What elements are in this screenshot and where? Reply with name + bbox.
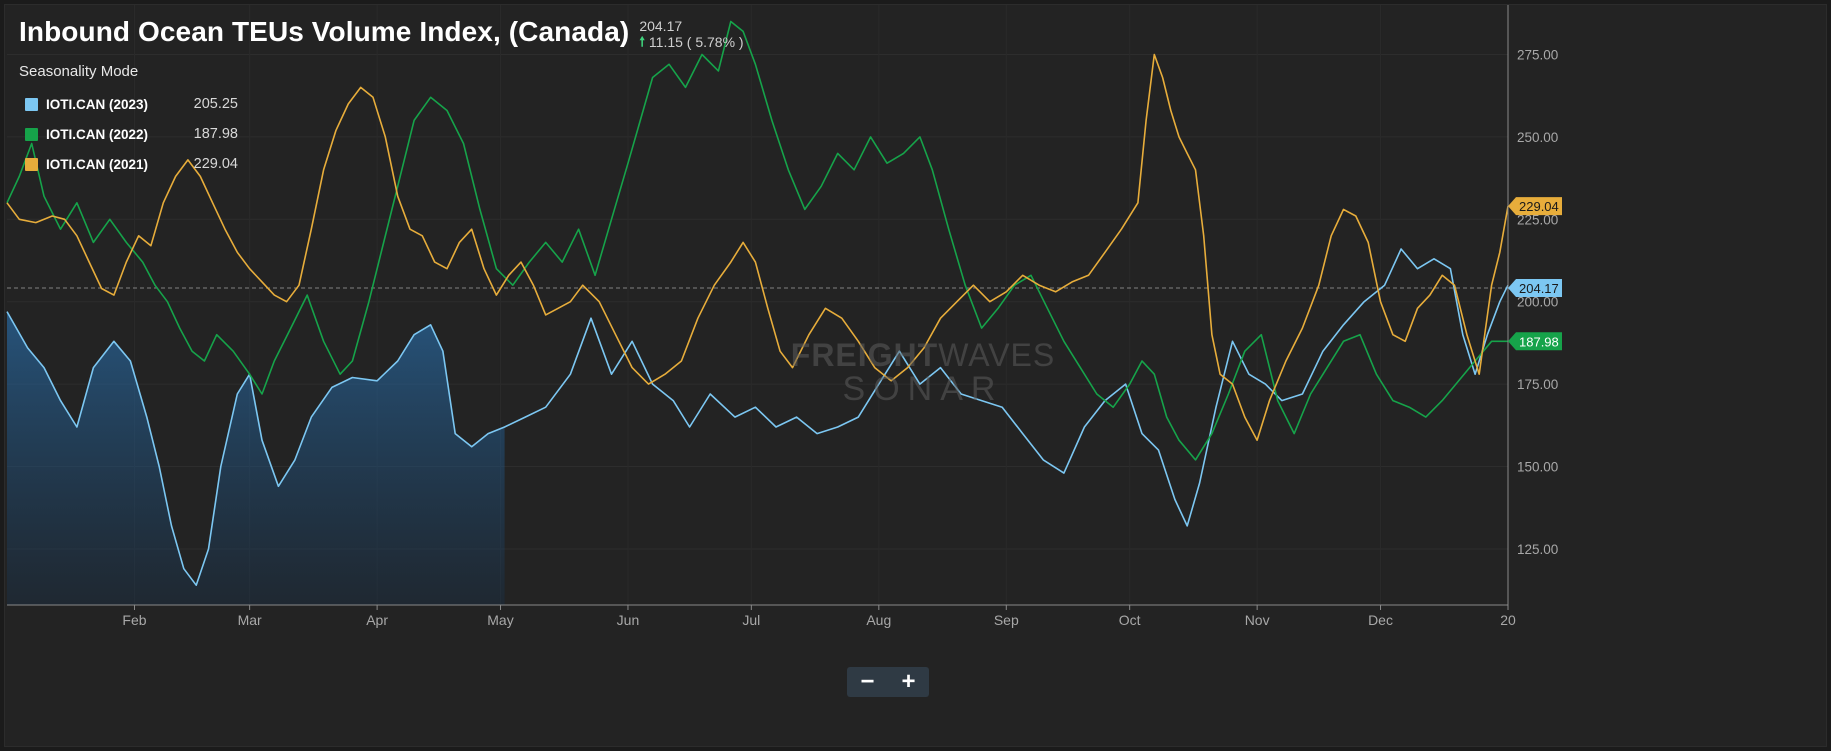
up-arrow-icon: 🠕	[639, 34, 645, 49]
legend-name-2023: IOTI.CAN (2023)	[46, 96, 149, 112]
end-label-2023: 204.17	[1508, 278, 1562, 297]
x-tick-label: Aug	[866, 612, 891, 628]
chart-title: Inbound Ocean TEUs Volume Index, (Canada…	[19, 16, 630, 47]
legend-swatch-2021	[25, 157, 38, 171]
series-line-2023[interactable]	[6, 248, 1509, 586]
y-tick-label: 125.00	[1517, 542, 1558, 557]
legend-swatch-2022	[25, 127, 38, 141]
last-value: 204.17	[639, 18, 683, 34]
legend: IOTI.CAN (2023) 205.25 IOTI.CAN (2022) 1…	[25, 89, 238, 179]
y-tick-label: 150.00	[1517, 460, 1558, 475]
y-tick-label: 275.00	[1517, 47, 1558, 62]
x-tick-label: Jun	[617, 612, 640, 628]
x-tick-label: Nov	[1245, 612, 1270, 628]
x-tick-label: Sep	[994, 612, 1019, 628]
legend-value-2023: 205.25	[193, 96, 238, 112]
y-tick-label: 250.00	[1517, 130, 1558, 145]
y-tick-label: 225.00	[1517, 212, 1558, 227]
chart-frame: 125.00 150.00 175.00 200.00 225.00 250.00 275.…	[4, 4, 1827, 747]
y-tick-label: 175.00	[1517, 377, 1558, 392]
legend-swatch-2023	[25, 97, 38, 111]
chart-header: Inbound Ocean TEUs Volume Index, (Canada…	[19, 15, 744, 50]
zoom-controls: − +	[847, 667, 929, 697]
seasonality-mode-label: Seasonality Mode	[19, 63, 139, 80]
end-label-2021: 229.04	[1508, 197, 1562, 216]
series-line-2021[interactable]	[6, 53, 1509, 441]
svg-text:187.98: 187.98	[1519, 334, 1559, 349]
x-tick-label: Jul	[742, 612, 760, 628]
x-tick-label: Apr	[366, 612, 388, 628]
x-tick-label: 20	[1500, 612, 1516, 628]
x-tick-label: Oct	[1119, 612, 1141, 628]
change-indicator: 🠕 11.15 ( 5.78% )	[639, 34, 743, 50]
x-tick-label: Mar	[238, 612, 262, 628]
svg-text:204.17: 204.17	[1519, 281, 1559, 296]
change-text: 11.15 ( 5.78% )	[648, 34, 744, 50]
series-line-2022[interactable]	[6, 20, 1508, 461]
legend-item-2023[interactable]: IOTI.CAN (2023) 205.25	[25, 89, 238, 119]
legend-item-2022[interactable]: IOTI.CAN (2022) 187.98	[25, 119, 238, 149]
x-tick-label: Feb	[122, 612, 146, 628]
y-tick-label: 200.00	[1517, 295, 1558, 310]
legend-value-2022: 187.98	[193, 126, 238, 142]
zoom-out-button[interactable]: −	[860, 668, 875, 695]
legend-item-2021[interactable]: IOTI.CAN (2021) 229.04	[25, 149, 238, 179]
end-label-2022: 187.98	[1508, 332, 1562, 351]
x-tick-label: May	[487, 612, 513, 628]
legend-name-2022: IOTI.CAN (2022)	[46, 126, 149, 142]
chart-plot[interactable]: 125.00 150.00 175.00 200.00 225.00 250.00 275.…	[5, 5, 1827, 747]
legend-name-2021: IOTI.CAN (2021)	[46, 156, 149, 172]
legend-value-2021: 229.04	[193, 156, 238, 172]
price-box: 204.17 🠕 11.15 ( 5.78% )	[639, 18, 743, 50]
x-tick-label: Dec	[1368, 612, 1393, 628]
zoom-in-button[interactable]: +	[901, 668, 916, 695]
series-area-2023	[7, 311, 505, 605]
svg-text:229.04: 229.04	[1519, 199, 1559, 214]
